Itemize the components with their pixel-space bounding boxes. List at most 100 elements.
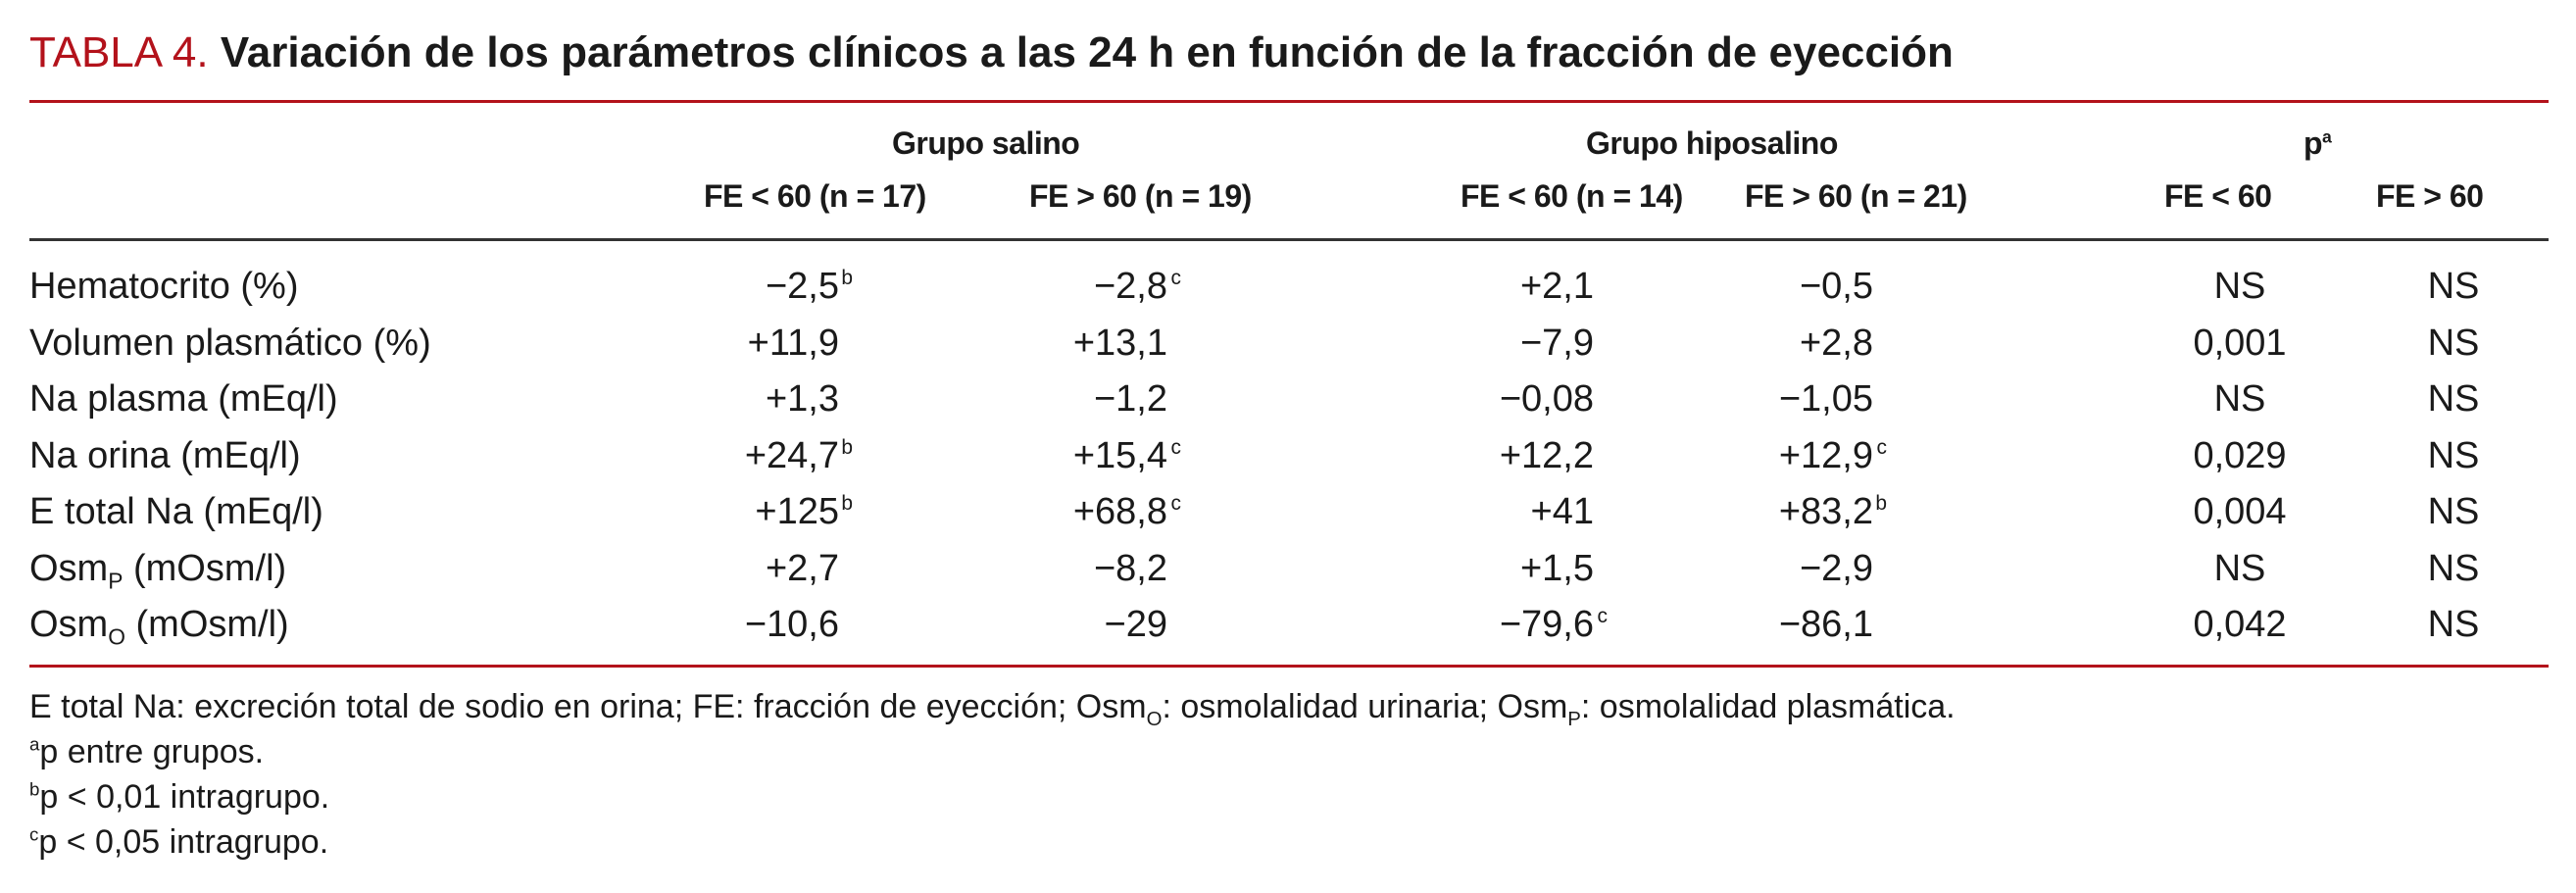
cell-value: 0,004 xyxy=(2193,491,2287,532)
row-label-text: Hematocrito (%) xyxy=(29,266,299,307)
table-cell: +41 xyxy=(1531,486,1608,537)
cell-value: NS xyxy=(2213,378,2266,420)
table-cell: NS xyxy=(2149,373,2345,424)
row-label-unit: (mOsm/l) xyxy=(124,604,289,645)
table-cell: NS xyxy=(2362,599,2558,650)
footnote-b-mark: b xyxy=(29,778,40,800)
row-label: Volumen plasmático (%) xyxy=(29,318,431,369)
table-cell: 0,004 xyxy=(2149,486,2345,537)
table-cell: +1,3 xyxy=(766,373,853,424)
table-cell: −29 xyxy=(1105,599,1181,650)
cell-value: NS xyxy=(2213,266,2266,307)
cell-value: +13,1 xyxy=(1072,322,1167,364)
table-cell: +68,8 c xyxy=(1072,491,1181,532)
cell-value: +12,9 xyxy=(1778,434,1873,476)
table-cell: −1,05 xyxy=(1779,373,1887,424)
table-cell: −10,6 xyxy=(745,599,853,650)
cell-value: +1,5 xyxy=(1519,547,1594,589)
subheader-hiposalino-fe-lt60: FE < 60 (n = 14) xyxy=(1461,178,1683,214)
top-rule xyxy=(29,100,2549,103)
table-cell: 0,029 xyxy=(2149,430,2345,481)
row-label: Na plasma (mEq/l) xyxy=(29,373,338,424)
table-cell: −2,8 c xyxy=(1093,266,1181,307)
cell-value: 0,029 xyxy=(2193,434,2287,476)
table-cell: NS xyxy=(2362,486,2558,537)
row-label: OsmO (mOsm/l) xyxy=(29,599,289,650)
table-cell: −1,2 xyxy=(1094,373,1181,424)
table-cell: +1,5 xyxy=(1520,543,1608,594)
table-cell: +12,9 c xyxy=(1778,434,1887,476)
cell-value: +41 xyxy=(1530,491,1594,532)
footnote-a: ap entre grupos. xyxy=(29,729,264,774)
table-cell: NS xyxy=(2149,543,2345,594)
cell-value: NS xyxy=(2427,491,2480,532)
cell-value: +2,1 xyxy=(1519,266,1594,307)
table-cell: +2,8 xyxy=(1800,318,1887,369)
cell-value: +24,7 xyxy=(744,434,839,476)
cell-value: −1,2 xyxy=(1093,378,1167,420)
row-label: Hematocrito (%) xyxy=(29,261,299,312)
table-cell: +125 b xyxy=(755,491,853,532)
footnote-b: bp < 0,01 intragrupo. xyxy=(29,774,329,819)
table-cell: +13,1 xyxy=(1073,318,1181,369)
table-cell: NS xyxy=(2362,261,2558,312)
cell-value: NS xyxy=(2427,322,2480,364)
table-cell: −0,08 xyxy=(1500,373,1608,424)
footnote-c: cp < 0,05 intragrupo. xyxy=(29,819,328,865)
cell-value: +12,2 xyxy=(1499,434,1594,476)
table-cell: NS xyxy=(2362,318,2558,369)
table-cell: −7,9 xyxy=(1520,318,1608,369)
table-cell: +2,1 xyxy=(1520,261,1608,312)
subheader-salino-fe-lt60: FE < 60 (n = 17) xyxy=(704,178,926,214)
bottom-rule xyxy=(29,665,2549,668)
row-label-text: E total Na (mEq/l) xyxy=(29,491,323,532)
header-grupo-hiposalino: Grupo hiposalino xyxy=(1586,125,1838,161)
table-cell: 0,001 xyxy=(2149,318,2345,369)
cell-value: NS xyxy=(2427,604,2480,645)
cell-value: NS xyxy=(2427,266,2480,307)
cell-value: NS xyxy=(2427,434,2480,476)
cell-value: +11,9 xyxy=(747,322,839,364)
subheader-hiposalino-fe-gt60: FE > 60 (n = 21) xyxy=(1745,178,1967,214)
table-cell: +24,7 b xyxy=(744,434,853,476)
cell-value: −0,08 xyxy=(1499,378,1594,420)
cell-value: −2,5 xyxy=(765,266,839,307)
header-rule xyxy=(29,238,2549,241)
table-cell: +11,9 xyxy=(748,318,853,369)
table-cell: NS xyxy=(2149,261,2345,312)
footnote-abbrev-part2: : osmolalidad urinaria; Osm xyxy=(1162,688,1568,725)
table-cell: 0,042 xyxy=(2149,599,2345,650)
header-p: pa xyxy=(2304,124,2332,163)
header-p-sup: a xyxy=(2322,126,2332,147)
cell-value: +1,3 xyxy=(765,378,839,420)
row-label-text: Osm xyxy=(29,604,109,645)
cell-value: NS xyxy=(2427,378,2480,420)
header-grupo-salino: Grupo salino xyxy=(892,125,1080,161)
cell-value: −79,6 xyxy=(1499,604,1594,645)
footnote-b-text: p < 0,01 intragrupo. xyxy=(39,778,330,816)
row-label-unit: (mOsm/l) xyxy=(123,547,287,589)
header-p-text: p xyxy=(2304,125,2323,161)
footnote-c-mark: c xyxy=(29,823,39,845)
row-label-text: Na plasma (mEq/l) xyxy=(29,378,338,420)
table-cell: −2,9 xyxy=(1800,543,1887,594)
subheader-salino-fe-gt60: FE > 60 (n = 19) xyxy=(1029,178,1252,214)
cell-value: −0,5 xyxy=(1799,266,1873,307)
footnote-abbrev-part1: E total Na: excreción total de sodio en … xyxy=(29,688,1147,725)
table-cell: −79,6 c xyxy=(1499,604,1608,645)
cell-value: −2,8 xyxy=(1093,266,1167,307)
row-label-text: Osm xyxy=(29,547,109,589)
footnote-abbrev-part3: : osmolalidad plasmática. xyxy=(1580,688,1956,725)
cell-value: +68,8 xyxy=(1072,491,1167,532)
footnote-a-mark: a xyxy=(29,733,40,755)
cell-value: −7,9 xyxy=(1519,322,1594,364)
table-number: TABLA 4. xyxy=(29,28,209,76)
cell-value: NS xyxy=(2213,547,2266,589)
table-caption: Variación de los parámetros clínicos a l… xyxy=(220,28,1954,76)
table-cell: NS xyxy=(2362,373,2558,424)
table-cell: +2,7 xyxy=(766,543,853,594)
footnote-abbreviations: E total Na: excreción total de sodio en … xyxy=(29,684,1956,729)
table-cell: −0,5 xyxy=(1800,261,1887,312)
table-title: TABLA 4. Variación de los parámetros clí… xyxy=(29,24,1954,82)
subheader-p-fe-lt60: FE < 60 xyxy=(2164,178,2272,214)
